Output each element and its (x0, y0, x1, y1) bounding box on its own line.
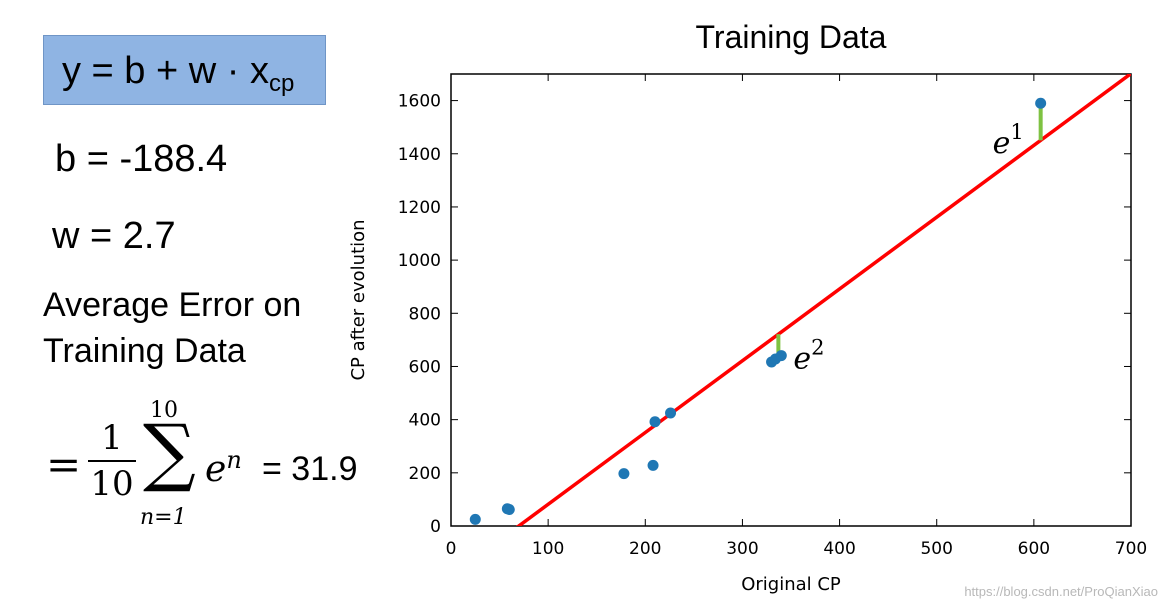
average-error-line1: Average Error on (43, 286, 302, 324)
x-tick-label: 300 (726, 539, 758, 559)
param-b: b = -188.4 (55, 138, 228, 180)
y-tick-label: 800 (409, 304, 441, 324)
fraction-bar (88, 460, 136, 462)
fraction-denominator: 10 (90, 464, 134, 504)
chart-title: Training Data (696, 19, 887, 55)
watermark: https://blog.csdn.net/ProQianXiao (964, 584, 1158, 599)
regression-line-group (515, 74, 1131, 526)
training-data-chart: Training Data 0 100 200 300 400 500 600 700 0 200 4… (348, 19, 1147, 595)
error-term-superscript: n (226, 446, 242, 474)
x-tick-label: 400 (823, 539, 855, 559)
average-error-line2: Training Data (43, 332, 246, 370)
formula-dot: · (226, 50, 240, 92)
x-tick-label: 100 (532, 539, 564, 559)
formula-var: x (239, 50, 269, 92)
y-tick-label: 1200 (398, 198, 441, 218)
sum-upper-limit: 10 (150, 398, 178, 423)
param-w: w = 2.7 (52, 215, 176, 257)
summation-sigma: ∑ (143, 409, 196, 495)
data-point (503, 504, 515, 516)
sum-lower-limit: n=1 (140, 505, 187, 530)
error-label-base: e (993, 126, 1011, 161)
x-tick-label: 700 (1115, 539, 1147, 559)
y-tick-label: 0 (430, 517, 441, 537)
x-axis-label: Original CP (741, 574, 841, 595)
x-tick-label: 0 (446, 539, 457, 559)
data-point (1035, 97, 1047, 109)
fraction-numerator: 1 (101, 418, 123, 458)
data-point (665, 407, 677, 419)
x-tick-label: 500 (920, 539, 952, 559)
error-term-base: e (205, 449, 227, 490)
equals-sign: = (46, 440, 82, 489)
data-point (469, 513, 481, 525)
fraction: 1 10 (88, 418, 136, 504)
data-point (647, 459, 659, 471)
regression-line (515, 74, 1131, 526)
x-tick-label: 600 (1018, 539, 1050, 559)
y-tick-label: 1400 (398, 145, 441, 165)
average-error-result: = 31.9 (262, 450, 358, 488)
error-label-1: e1 (993, 120, 1024, 161)
plot-frame (450, 73, 1132, 527)
data-point (618, 468, 630, 480)
y-tick-label: 200 (409, 464, 441, 484)
y-axis-label: CP after evolution (348, 219, 369, 380)
x-tick-label: 200 (629, 539, 661, 559)
y-tick-label: 400 (409, 411, 441, 431)
y-tick-label: 600 (409, 357, 441, 377)
formula-lhs: y = b + w (62, 50, 227, 92)
error-label-2: e2 (793, 335, 824, 376)
error-label-superscript: 2 (811, 335, 824, 359)
model-formula: y = b + w · xcp (43, 35, 326, 105)
error-label-base: e (793, 341, 811, 376)
error-term: en (205, 446, 242, 490)
error-label-superscript: 1 (1010, 120, 1023, 144)
y-tick-label: 1600 (398, 92, 441, 112)
data-point (649, 416, 661, 428)
average-error-label: Average Error on Training Data (43, 282, 301, 374)
formula-subscript: cp (268, 70, 295, 97)
y-tick-label: 1000 (398, 251, 441, 271)
data-point (775, 350, 787, 362)
